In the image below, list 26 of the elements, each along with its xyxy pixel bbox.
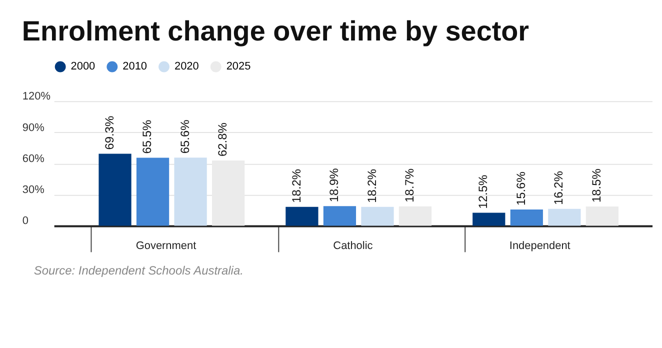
y-tick-label: 30% (22, 184, 45, 196)
legend-label: 2025 (226, 60, 251, 73)
x-tick-label: Independent (509, 240, 570, 252)
data-label: 15.6% (514, 171, 528, 206)
data-label: 16.2% (552, 170, 566, 205)
data-label: 12.5% (476, 174, 490, 209)
y-tick-label: 90% (22, 122, 45, 134)
y-tick-label: 120% (22, 90, 51, 103)
source-note: Source: Independent Schools Australia. (34, 264, 244, 278)
x-tick-label: Catholic (333, 240, 374, 252)
data-label: 65.5% (140, 119, 154, 154)
chart-title: Enrolment change over time by sector (22, 15, 530, 46)
data-label: 18.9% (327, 168, 342, 202)
legend-label: 2010 (122, 60, 148, 73)
data-label: 18.2% (364, 168, 379, 203)
data-label: 18.7% (402, 168, 417, 202)
legend-label: 2000 (70, 60, 96, 73)
x-tick-label: Government (136, 240, 196, 252)
data-label: 65.6% (178, 119, 192, 154)
y-tick-label: 0 (22, 215, 29, 228)
data-label: 18.5% (590, 168, 604, 203)
data-label: 69.3% (102, 116, 116, 150)
legend-label: 2020 (174, 60, 199, 73)
data-label: 18.2% (289, 168, 304, 203)
data-label: 62.8% (216, 122, 230, 157)
y-tick-label: 60% (22, 152, 45, 165)
